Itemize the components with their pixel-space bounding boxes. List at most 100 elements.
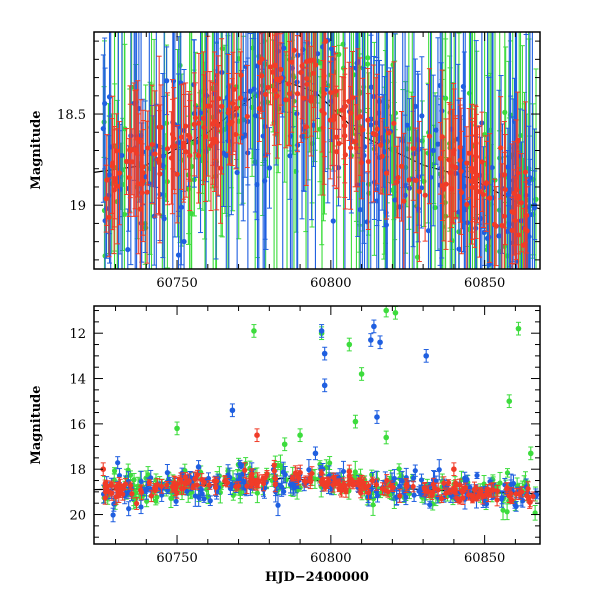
data-point-blue (106, 172, 112, 178)
data-point-red (339, 107, 345, 113)
data-point-red (360, 127, 366, 133)
x-tick-label: 60850 (464, 276, 505, 291)
data-point-blue (106, 94, 113, 100)
data-point-green (352, 473, 358, 479)
data-point-green (312, 476, 318, 482)
data-point-red (524, 212, 530, 219)
data-point-red (303, 478, 309, 485)
outlier-point-blue (368, 337, 374, 343)
data-point-red (498, 145, 504, 151)
data-point-blue (430, 147, 436, 154)
data-point-red (112, 178, 118, 185)
data-point-red (365, 117, 371, 123)
data-point-red (301, 95, 307, 101)
data-point-red (342, 103, 348, 109)
data-point-blue (396, 483, 403, 489)
data-point-green (327, 460, 333, 466)
data-point-red (169, 144, 175, 150)
data-point-red (331, 113, 337, 119)
outlier-point-blue (229, 407, 236, 414)
data-point-green (147, 165, 153, 171)
y-tick-label: 19 (69, 199, 86, 214)
data-point-blue (531, 205, 538, 211)
data-point-red (139, 190, 145, 196)
data-point-red (457, 498, 463, 504)
data-point-blue (205, 475, 212, 482)
data-point-blue (416, 488, 422, 494)
data-point-blue (404, 122, 410, 128)
data-point-red (321, 91, 327, 97)
data-point-green (317, 60, 323, 66)
data-point-green (290, 11, 295, 16)
data-point-green (504, 470, 511, 476)
top-series-red (103, 32, 530, 269)
data-point-blue (361, 152, 367, 159)
data-point-red (286, 81, 292, 87)
data-point-red (469, 184, 475, 191)
data-point-red (168, 155, 174, 161)
data-point-blue (474, 472, 480, 479)
data-point-red (394, 179, 400, 185)
data-point-blue (148, 475, 154, 481)
data-point-blue (525, 284, 530, 289)
data-point-red (448, 186, 455, 192)
outlier-point-green (251, 328, 257, 334)
data-point-red (271, 468, 278, 474)
data-point-blue (251, 86, 257, 92)
data-point-red (209, 121, 216, 127)
data-point-red (333, 134, 340, 140)
data-point-blue (138, 504, 144, 510)
data-point-red (233, 105, 240, 111)
data-point-red (291, 47, 297, 53)
data-point-red (308, 94, 315, 100)
data-point-red (515, 138, 521, 144)
data-point-red (174, 171, 180, 177)
data-point-red (509, 209, 515, 215)
data-point-blue (412, 468, 418, 474)
data-point-red (384, 478, 390, 484)
data-point-red (144, 189, 150, 195)
data-point-red (206, 482, 212, 488)
data-point-red (135, 136, 141, 142)
data-point-red (264, 471, 270, 477)
data-point-blue (513, 503, 519, 509)
data-point-red (406, 177, 412, 183)
data-point-red (237, 95, 244, 101)
data-point-red (328, 89, 334, 96)
data-point-blue (427, 502, 433, 508)
data-point-green (336, 51, 342, 57)
data-point-red (458, 189, 465, 196)
data-point-green (111, 468, 118, 474)
data-point-red (270, 69, 276, 75)
data-point-red (441, 480, 447, 486)
data-point-red (509, 497, 515, 503)
data-point-blue (464, 220, 471, 226)
outlier-point-blue (371, 323, 377, 330)
data-point-red (410, 145, 416, 152)
data-point-red (386, 130, 392, 136)
data-point-blue (178, 204, 184, 210)
data-point-green (502, 109, 508, 115)
data-point-red (512, 217, 518, 224)
data-point-red (230, 100, 236, 107)
data-point-blue (527, 175, 533, 181)
data-point-red (518, 200, 524, 206)
data-point-blue (508, 481, 514, 487)
data-point-green (504, 509, 510, 515)
data-point-red (413, 177, 419, 183)
data-point-red (357, 114, 363, 120)
data-point-blue (411, 492, 417, 498)
data-point-green (314, 25, 319, 30)
data-point-blue (220, 150, 227, 156)
data-point-blue (368, 122, 374, 128)
data-point-blue (138, 478, 144, 485)
data-point-blue (357, 207, 363, 213)
data-point-red (320, 125, 326, 131)
data-point-blue (460, 83, 466, 90)
data-point-blue (110, 512, 116, 518)
data-point-blue (239, 479, 245, 485)
data-point-red (192, 115, 199, 121)
data-point-red (426, 133, 433, 139)
data-point-blue (456, 246, 462, 252)
